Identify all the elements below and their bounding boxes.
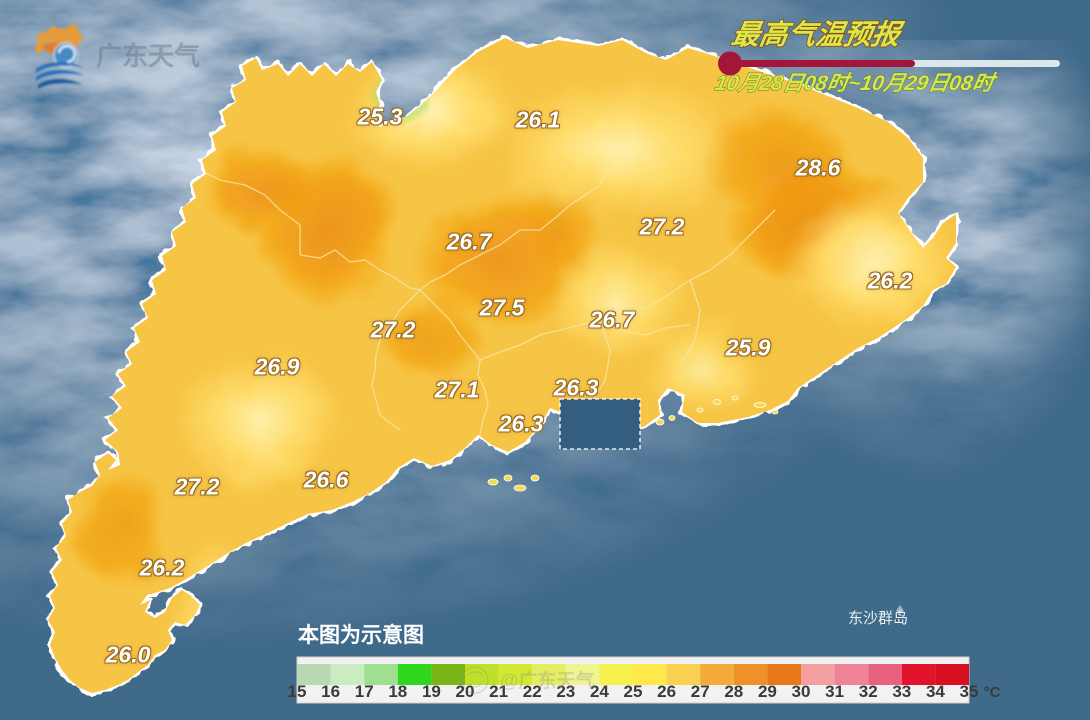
svg-text:°C: °C [984,684,1001,701]
svg-text:28: 28 [724,682,743,701]
svg-text:33: 33 [892,682,911,701]
svg-text:35: 35 [960,682,979,701]
svg-text:20: 20 [456,682,475,701]
svg-text:19: 19 [422,682,441,701]
svg-text:18: 18 [388,682,407,701]
svg-text:30: 30 [792,682,811,701]
svg-text:15: 15 [288,682,307,701]
svg-text:27: 27 [691,682,710,701]
svg-text:26: 26 [657,682,676,701]
svg-text:25: 25 [624,682,643,701]
svg-text:32: 32 [859,682,878,701]
svg-text:29: 29 [758,682,777,701]
svg-text:31: 31 [825,682,844,701]
svg-text:最高气温预报: 最高气温预报 [729,18,906,50]
svg-text:16: 16 [321,682,340,701]
svg-text:广东天气: 广东天气 [96,41,200,71]
svg-text:@广东天气: @广东天气 [500,669,595,692]
svg-text:17: 17 [355,682,374,701]
svg-text:10月28日08时~10月29日08时: 10月28日08时~10月29日08时 [713,71,999,95]
svg-text:34: 34 [926,682,945,701]
svg-text:本图为示意图: 本图为示意图 [298,623,424,647]
